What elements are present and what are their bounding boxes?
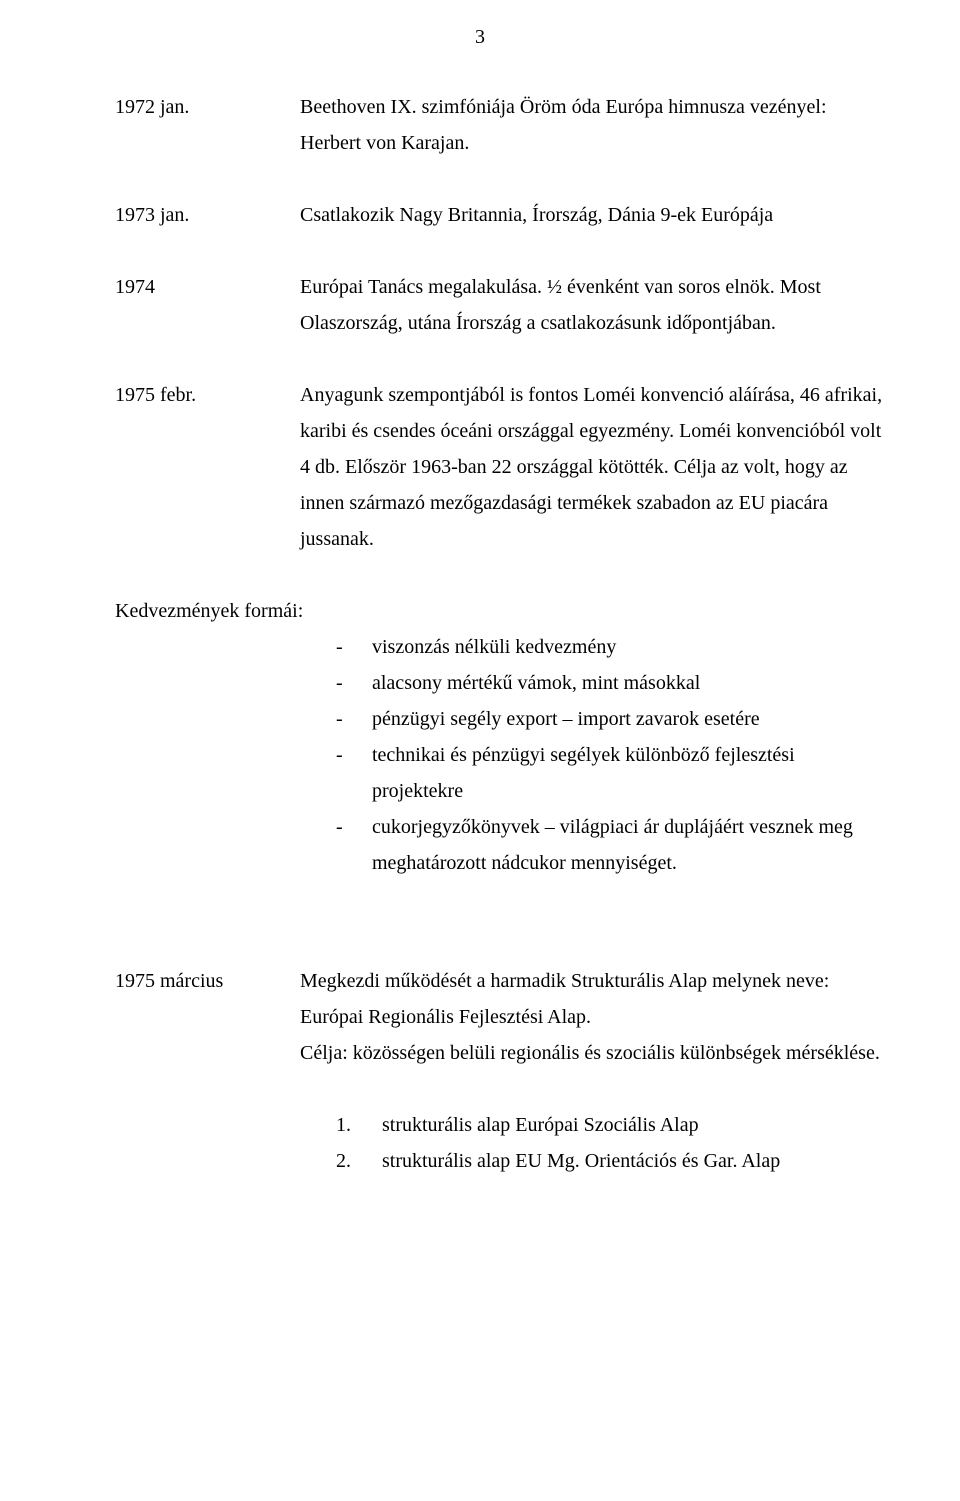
entry-1974: 1974 Európai Tanács megalakulása. ½ éven… bbox=[115, 269, 890, 341]
bullet-text: technikai és pénzügyi segélyek különböző… bbox=[372, 737, 890, 809]
bullet-list: - viszonzás nélküli kedvezmény - alacson… bbox=[300, 629, 890, 881]
document-page: 3 1972 jan. Beethoven IX. szimfóniája Ör… bbox=[0, 0, 960, 1501]
bullet-dash-icon: - bbox=[300, 809, 372, 881]
bullet-item: - alacsony mértékű vámok, mint másokkal bbox=[300, 665, 890, 701]
bullet-dash-icon: - bbox=[300, 665, 372, 701]
numbered-item: 2. strukturális alap EU Mg. Orientációs … bbox=[300, 1143, 890, 1179]
document-content: 1972 jan. Beethoven IX. szimfóniája Öröm… bbox=[0, 89, 960, 1179]
bullet-dash-icon: - bbox=[300, 629, 372, 665]
bullet-text: viszonzás nélküli kedvezmény bbox=[372, 629, 890, 665]
spacer bbox=[115, 927, 890, 963]
entry-text: Anyagunk szempontjából is fontos Loméi k… bbox=[300, 377, 890, 557]
forms-heading: Kedvezmények formái: bbox=[115, 593, 890, 629]
entry-label: 1975 febr. bbox=[115, 377, 300, 557]
numbered-list: 1. strukturális alap Európai Szociális A… bbox=[300, 1107, 890, 1179]
bullet-item: - technikai és pénzügyi segélyek különbö… bbox=[300, 737, 890, 809]
bullet-text: pénzügyi segély export – import zavarok … bbox=[372, 701, 890, 737]
list-number: 2. bbox=[300, 1143, 382, 1179]
bullet-dash-icon: - bbox=[300, 737, 372, 809]
entry-label: 1973 jan. bbox=[115, 197, 300, 233]
entry-text-block: Megkezdi működését a harmadik Strukturál… bbox=[300, 963, 890, 1071]
spacer bbox=[115, 881, 890, 927]
numbered-text: strukturális alap Európai Szociális Alap bbox=[382, 1107, 890, 1143]
entry-label: 1975 március bbox=[115, 963, 300, 1071]
bullet-item: - cukorjegyzőkönyvek – világpiaci ár dup… bbox=[300, 809, 890, 881]
entry-text: Megkezdi működését a harmadik Strukturál… bbox=[300, 963, 890, 1035]
bullet-dash-icon: - bbox=[300, 701, 372, 737]
entry-text: Csatlakozik Nagy Britannia, Írország, Dá… bbox=[300, 197, 890, 233]
bullet-text: alacsony mértékű vámok, mint másokkal bbox=[372, 665, 890, 701]
entry-1972-jan: 1972 jan. Beethoven IX. szimfóniája Öröm… bbox=[115, 89, 890, 161]
entry-1973-jan: 1973 jan. Csatlakozik Nagy Britannia, Ír… bbox=[115, 197, 890, 233]
entry-text: Beethoven IX. szimfóniája Öröm óda Európ… bbox=[300, 89, 890, 161]
entry-text-secondary: Célja: közösségen belüli regionális és s… bbox=[300, 1035, 890, 1071]
entry-1975-marcius: 1975 március Megkezdi működését a harmad… bbox=[115, 963, 890, 1071]
spacer bbox=[115, 1071, 890, 1107]
bullet-item: - viszonzás nélküli kedvezmény bbox=[300, 629, 890, 665]
bullet-item: - pénzügyi segély export – import zavaro… bbox=[300, 701, 890, 737]
entry-label: 1972 jan. bbox=[115, 89, 300, 161]
list-number: 1. bbox=[300, 1107, 382, 1143]
numbered-text: strukturális alap EU Mg. Orientációs és … bbox=[382, 1143, 890, 1179]
entry-text: Európai Tanács megalakulása. ½ évenként … bbox=[300, 269, 890, 341]
numbered-item: 1. strukturális alap Európai Szociális A… bbox=[300, 1107, 890, 1143]
page-number: 3 bbox=[0, 0, 960, 89]
entry-1975-febr: 1975 febr. Anyagunk szempontjából is fon… bbox=[115, 377, 890, 557]
bullet-text: cukorjegyzőkönyvek – világpiaci ár duplá… bbox=[372, 809, 890, 881]
entry-label: 1974 bbox=[115, 269, 300, 341]
